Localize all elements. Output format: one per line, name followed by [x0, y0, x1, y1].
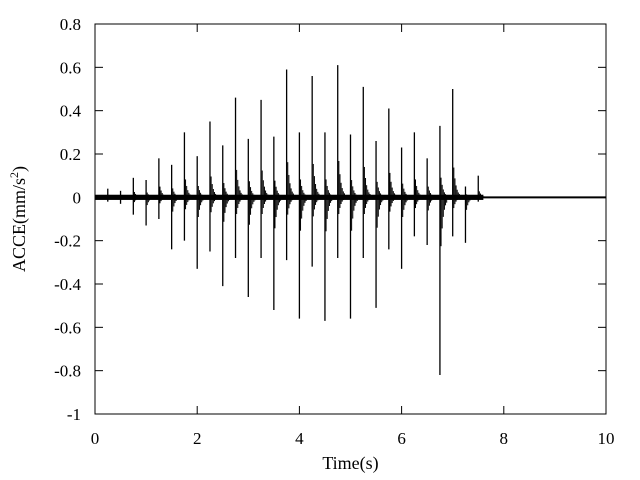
- x-tick-label: 0: [91, 429, 100, 448]
- x-tick-label: 10: [598, 429, 615, 448]
- y-tick-label: 0: [73, 188, 82, 207]
- x-tick-label: 8: [500, 429, 509, 448]
- x-axis-ticks: 0 2 4 6 8 10: [91, 24, 615, 448]
- y-tick-label: 0.6: [60, 58, 81, 77]
- x-tick-label: 2: [193, 429, 202, 448]
- y-tick-label: -0.4: [54, 275, 81, 294]
- signal-trace: [95, 65, 606, 375]
- y-tick-label: 0.4: [60, 102, 82, 121]
- y-tick-label: -0.2: [54, 232, 81, 251]
- y-tick-label: -1: [67, 405, 81, 424]
- y-axis-title-suffix: ): [9, 166, 30, 172]
- plot-area-frame: [94, 23, 607, 415]
- x-axis-title: Time(s): [322, 453, 378, 474]
- x-tick-label: 6: [397, 429, 406, 448]
- y-axis-title-text: ACCE(mm/s: [9, 178, 30, 272]
- y-tick-label: 0.2: [60, 145, 81, 164]
- y-axis-ticks: -1 -0.8 -0.6 -0.4 -0.2 0 0.2 0.4 0.6 0.8: [54, 15, 606, 424]
- y-tick-label: 0.8: [60, 15, 81, 34]
- y-tick-label: -0.6: [54, 318, 81, 337]
- y-axis-title: ACCE(mm/s2): [7, 166, 30, 272]
- y-axis-title-superscript: 2: [7, 172, 21, 178]
- x-tick-label: 4: [295, 429, 304, 448]
- y-tick-label: -0.8: [54, 362, 81, 381]
